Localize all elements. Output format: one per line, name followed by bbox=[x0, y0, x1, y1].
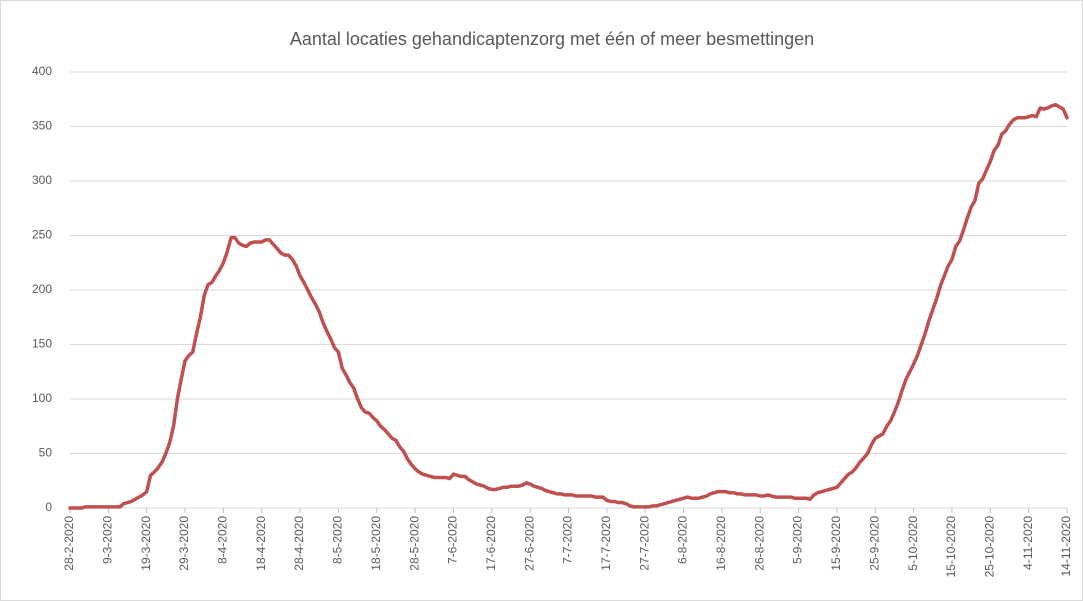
x-tick-label: 18-5-2020 bbox=[369, 516, 383, 571]
x-tick-label: 29-3-2020 bbox=[177, 516, 191, 571]
x-tick-label: 25-10-2020 bbox=[982, 516, 996, 578]
x-tick-label: 19-3-2020 bbox=[139, 516, 153, 571]
x-tick-label: 8-4-2020 bbox=[216, 516, 230, 564]
x-tick-label: 27-7-2020 bbox=[637, 516, 651, 571]
x-tick-label: 7-6-2020 bbox=[446, 516, 460, 564]
x-tick-label: 14-11-2020 bbox=[1059, 516, 1073, 577]
x-tick-label: 6-8-2020 bbox=[676, 516, 690, 564]
y-tick-label: 250 bbox=[32, 228, 52, 242]
x-tick-label: 27-6-2020 bbox=[522, 516, 536, 571]
y-tick-label: 150 bbox=[32, 337, 52, 351]
x-tick-label: 25-9-2020 bbox=[867, 516, 881, 571]
x-tick-label: 9-3-2020 bbox=[101, 516, 115, 564]
y-tick-label: 350 bbox=[32, 119, 52, 133]
x-tick-label: 26-8-2020 bbox=[752, 516, 766, 571]
y-tick-label: 0 bbox=[45, 500, 52, 514]
x-tick-label: 28-2-2020 bbox=[62, 516, 76, 571]
x-tick-label: 15-9-2020 bbox=[829, 516, 843, 571]
x-tick-label: 8-5-2020 bbox=[331, 516, 345, 564]
y-tick-label: 50 bbox=[39, 446, 53, 460]
x-tick-label: 16-8-2020 bbox=[714, 516, 728, 571]
y-tick-label: 100 bbox=[32, 391, 52, 405]
y-tick-label: 300 bbox=[32, 173, 52, 187]
chart-title: Aantal locaties gehandicaptenzorg met éé… bbox=[290, 29, 814, 49]
y-tick-label: 400 bbox=[32, 64, 52, 78]
x-tick-label: 4-11-2020 bbox=[1021, 516, 1035, 570]
x-tick-label: 17-7-2020 bbox=[599, 516, 613, 571]
x-tick-label: 17-6-2020 bbox=[484, 516, 498, 571]
x-tick-label: 18-4-2020 bbox=[254, 516, 268, 571]
x-tick-label: 28-4-2020 bbox=[292, 516, 306, 571]
data-line bbox=[68, 102, 1069, 510]
x-tick-label: 28-5-2020 bbox=[407, 516, 421, 571]
y-tick-label: 200 bbox=[32, 282, 52, 296]
x-tick-label: 5-9-2020 bbox=[791, 516, 805, 564]
x-tick-label: 15-10-2020 bbox=[944, 516, 958, 578]
x-tick-label: 7-7-2020 bbox=[561, 516, 575, 564]
x-tick-label: 5-10-2020 bbox=[906, 516, 920, 571]
